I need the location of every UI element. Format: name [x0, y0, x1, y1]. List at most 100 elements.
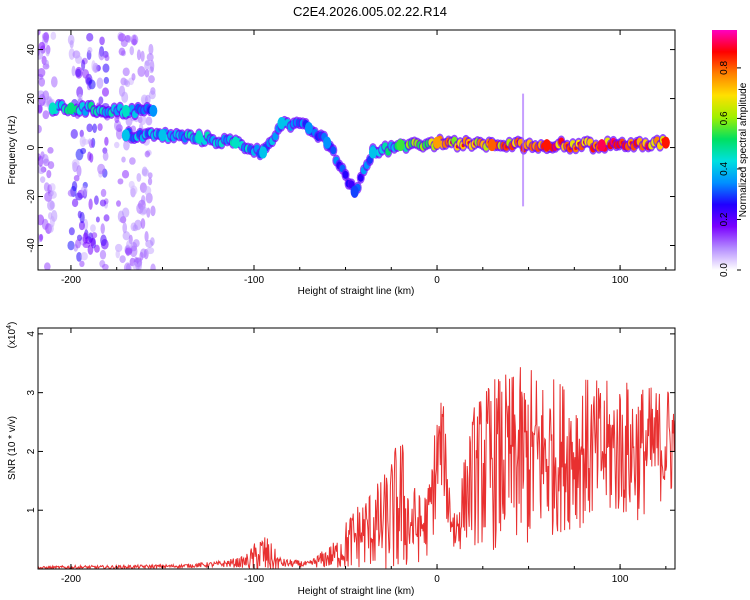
spectrogram-cell: [104, 54, 110, 62]
spectrogram-axes: -200 -100 0 100 40 20 0 -20 -40: [26, 30, 675, 286]
spectrogram-cell: [46, 169, 52, 179]
y-tick-label: 3: [26, 389, 37, 395]
spectrogram-cell: [38, 77, 46, 87]
x-tick-label: -100: [244, 275, 264, 286]
spectrogram-cell: [150, 263, 156, 270]
spectrogram-cell: [74, 66, 83, 79]
spectrogram-cell: [45, 48, 50, 57]
colorbar-ramp: [712, 30, 737, 270]
spectrogram-cell: [148, 90, 156, 100]
spectrogram-cell: [88, 198, 93, 210]
spectrogram-cell: [40, 176, 46, 184]
spectrogram-cell: [98, 48, 105, 61]
spectrogram-cell: [76, 165, 82, 177]
snr-xlabel: Height of straight line (km): [298, 586, 415, 597]
y-tick-label: 0: [26, 144, 37, 150]
spectrogram-ridge-point: [121, 129, 130, 142]
spectrogram-cell: [50, 76, 58, 88]
spectrogram-cell: [71, 159, 80, 169]
spectrogram-cell: [139, 206, 148, 215]
spectrogram-cell: [144, 60, 151, 71]
spectrogram-cell: [103, 214, 110, 222]
snr-series-line: [38, 367, 675, 569]
spectrogram-cell: [129, 46, 134, 56]
y-tick-label: 2: [26, 448, 37, 454]
spectrogram-cell: [121, 91, 129, 103]
spectrogram-ridge-point: [66, 102, 75, 115]
snr-ylabel: SNR (10 * v/v): [7, 416, 18, 480]
spectrogram-cell: [122, 231, 131, 241]
y-tick-label: -40: [26, 238, 37, 253]
spectrogram-cell: [44, 262, 51, 270]
spectrogram-cell: [137, 66, 146, 77]
spectrogram-ridge-point: [542, 139, 551, 152]
x-tick-label: -200: [61, 275, 81, 286]
spectrogram-cell: [42, 110, 50, 120]
spectrogram-frame: [37, 29, 676, 271]
spectrogram-cell: [67, 34, 75, 46]
spectrogram-cell: [125, 247, 133, 256]
spectrogram-cell: [94, 244, 100, 253]
spectrogram-ridge-point: [433, 136, 442, 149]
spectrogram-cell: [94, 195, 99, 205]
spectrogram-cell: [131, 73, 136, 81]
spectrogram-cell: [75, 148, 84, 161]
spectrogram-cell: [41, 218, 49, 230]
spectrogram-cell: [47, 146, 54, 154]
spectrogram-cell: [75, 192, 83, 201]
spectrogram-cell: [132, 239, 140, 248]
x-tick-label: 0: [434, 275, 440, 286]
spectrogram-cell: [140, 248, 147, 258]
spectrogram-ridge-point: [121, 104, 130, 117]
spectrogram-cell: [82, 69, 90, 79]
spectrogram-ridge-point: [487, 139, 496, 152]
spectrogram-cell: [136, 49, 142, 61]
spectrogram-ridge-point: [158, 129, 167, 142]
spectrogram-cell: [79, 260, 85, 268]
spectrogram-ridge-point: [661, 136, 670, 149]
spectrogram-cell: [144, 230, 149, 243]
spectrogram-cell: [67, 240, 75, 251]
spectrogram-cell: [81, 59, 86, 71]
spectrogram-cell: [89, 153, 94, 163]
spectrogram-cell: [144, 68, 150, 78]
spectrogram-ridge-point: [350, 185, 359, 198]
y-tick-label: -20: [26, 189, 37, 204]
colorbar-tick-label: 0.4: [719, 162, 730, 176]
snr-panel: -200 -100 0 100 1 2 3 4 Height of straight line…: [6, 322, 676, 597]
spectrogram-cell: [272, 132, 279, 141]
spectrogram-cell: [43, 31, 50, 43]
colorbar-tick-label: 0.6: [719, 111, 730, 125]
spectrogram-cell: [144, 150, 151, 158]
spectrogram-cell: [100, 188, 107, 198]
spectrogram-cell: [141, 168, 150, 177]
spectrogram-cell: [47, 161, 55, 170]
snr-line-group: [38, 367, 675, 569]
colorbar-tick-label: 0.8: [719, 61, 730, 75]
spectrogram-cell: [102, 63, 110, 73]
spectrogram-cell: [141, 195, 146, 206]
spectrogram-cell: [71, 198, 79, 208]
snr-scale-label: (x104): [6, 322, 18, 349]
spectrogram-cell: [145, 239, 154, 248]
spectrogram-cell: [104, 136, 109, 146]
spectrogram-panel: -200 -100 0 100 40 20 0 -20 -40 Height of straig…: [7, 29, 676, 297]
spectrogram-cell: [47, 200, 55, 211]
spectrogram-cell: [144, 185, 152, 196]
colorbar-tick-label: 0.0: [719, 263, 730, 277]
spectrogram-cell: [96, 77, 104, 89]
spectrogram-cell: [71, 65, 76, 77]
spectrogram-ridge-point: [48, 102, 57, 115]
spectrogram-cell: [75, 55, 83, 64]
x-tick-label: -200: [61, 574, 81, 585]
spectrogram-cell: [129, 245, 138, 258]
spectrogram-cell: [149, 59, 155, 72]
spectrogram-cell: [132, 261, 138, 270]
spectrogram-cell: [100, 223, 105, 235]
spectrogram-cell: [38, 41, 46, 51]
spectrogram-cell: [49, 190, 57, 199]
y-tick-label: 40: [26, 44, 37, 56]
spectrogram-cell: [86, 33, 94, 42]
spectrogram-cell: [98, 96, 104, 105]
spectrogram-cell: [101, 263, 109, 270]
